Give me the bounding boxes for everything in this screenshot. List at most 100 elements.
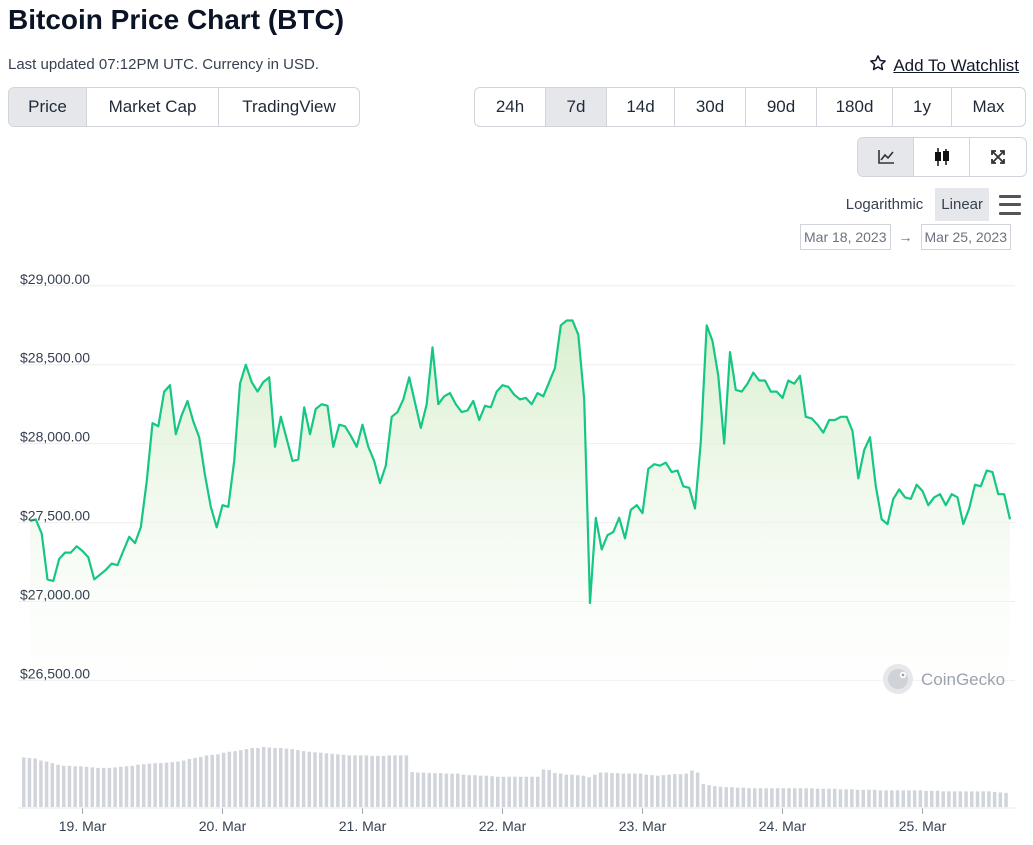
volume-bar	[587, 777, 591, 807]
volume-bar	[638, 773, 643, 807]
volume-bar	[364, 755, 369, 807]
volume-bar	[284, 748, 289, 807]
volume-bar	[244, 749, 249, 807]
x-tick-label: 22. Mar	[479, 818, 527, 834]
volume-bar	[598, 772, 603, 807]
volume-bar	[730, 787, 734, 807]
hamburger-menu-icon[interactable]	[999, 194, 1021, 215]
range-1y-button[interactable]: 1y	[893, 88, 952, 126]
volume-bar	[484, 775, 489, 807]
volume-bar	[307, 751, 312, 807]
tab-price[interactable]: Price	[9, 88, 87, 126]
date-range-inputs: Mar 18, 2023 → Mar 25, 2023	[800, 224, 1011, 250]
arrow-icon: →	[898, 229, 913, 245]
x-tick-label: 20. Mar	[199, 818, 247, 834]
volume-bar	[387, 755, 392, 807]
volume-bar	[336, 754, 340, 807]
volume-bar	[690, 770, 694, 807]
line-chart-icon[interactable]	[858, 138, 914, 176]
watchlist-label: Add To Watchlist	[893, 55, 1019, 75]
add-to-watchlist-button[interactable]: Add To Watchlist	[869, 54, 1019, 77]
volume-bar	[347, 755, 352, 807]
volume-bar	[193, 757, 197, 807]
volume-bar	[633, 773, 637, 807]
date-to-input[interactable]: Mar 25, 2023	[920, 224, 1011, 250]
linear-option[interactable]: Linear	[935, 188, 989, 221]
expand-icon[interactable]	[970, 138, 1026, 176]
volume-bar	[147, 763, 152, 807]
range-max-button[interactable]: Max	[972, 97, 1005, 116]
volume-bar	[695, 772, 700, 807]
range-7d-button[interactable]: 7d	[546, 88, 607, 126]
volume-bar	[27, 757, 32, 807]
volume-bar	[107, 767, 112, 807]
logarithmic-option[interactable]: Logarithmic	[845, 196, 924, 213]
volume-bar	[290, 749, 294, 807]
volume-bar	[861, 789, 866, 807]
scale-selector: Logarithmic Linear	[840, 188, 1021, 221]
volume-bar	[770, 788, 774, 807]
volume-bar	[301, 751, 306, 807]
range-30d-button[interactable]: 30d	[675, 88, 746, 126]
volume-bar	[318, 752, 323, 807]
volume-bar	[56, 764, 60, 807]
y-tick-label: $29,000.00	[20, 271, 90, 287]
range-14d-button[interactable]: 14d	[607, 88, 675, 126]
volume-bar	[924, 790, 928, 807]
range-24h-button[interactable]: 24h	[475, 88, 546, 126]
time-range-selector: 24h 7d 14d 30d 90d 180d 1y Max	[474, 87, 1026, 127]
volume-bar	[650, 775, 654, 807]
volume-bar	[907, 790, 911, 807]
volume-bar	[524, 776, 529, 807]
volume-bar	[621, 773, 626, 807]
volume-bar	[90, 767, 95, 807]
chart-type-tabs: Price Market Cap TradingView	[8, 87, 360, 127]
chart-tools	[857, 137, 1027, 177]
volume-bar	[376, 755, 380, 807]
volume-bar	[832, 788, 837, 807]
volume-bar	[444, 773, 449, 807]
candlestick-icon[interactable]	[914, 138, 970, 176]
volume-bar	[101, 767, 106, 807]
volume-bar	[296, 750, 300, 807]
volume-bar	[221, 752, 226, 807]
volume-bar	[855, 789, 860, 807]
range-90d-button[interactable]: 90d	[746, 88, 817, 126]
y-tick-label: $27,500.00	[20, 508, 90, 524]
volume-bar	[741, 787, 746, 807]
volume-bar	[764, 788, 768, 807]
volume-bar	[233, 751, 237, 807]
volume-bar	[256, 748, 260, 807]
volume-bar	[535, 776, 540, 807]
volume-bar	[804, 788, 808, 807]
y-tick-label: $28,000.00	[20, 429, 90, 445]
volume-bar	[581, 775, 586, 807]
volume-bar	[661, 775, 666, 807]
range-180d-button[interactable]: 180d	[817, 88, 893, 126]
volume-bar	[792, 788, 797, 807]
volume-bar	[73, 766, 77, 807]
x-tick-label: 25. Mar	[899, 818, 947, 834]
volume-bar	[667, 774, 671, 807]
volume-bar	[461, 774, 466, 807]
tab-market-cap[interactable]: Market Cap	[87, 88, 219, 126]
date-from-input[interactable]: Mar 18, 2023	[800, 224, 891, 250]
volume-bar	[901, 790, 906, 807]
volume-bar	[753, 788, 757, 807]
volume-bar	[958, 791, 963, 807]
volume-bar	[267, 747, 272, 807]
volume-bar	[216, 754, 220, 807]
volume-bar	[84, 766, 89, 807]
volume-bar	[964, 791, 968, 807]
y-tick-label: $27,000.00	[20, 587, 90, 603]
volume-bar	[141, 764, 146, 807]
volume-bar	[781, 788, 786, 807]
volume-bar	[575, 775, 580, 807]
volume-bar	[204, 755, 209, 807]
volume-bar	[113, 767, 117, 807]
page-title: Bitcoin Price Chart (BTC)	[8, 4, 345, 35]
volume-bar	[44, 761, 49, 807]
tab-tradingview[interactable]: TradingView	[242, 97, 336, 116]
volume-bar	[787, 788, 791, 807]
